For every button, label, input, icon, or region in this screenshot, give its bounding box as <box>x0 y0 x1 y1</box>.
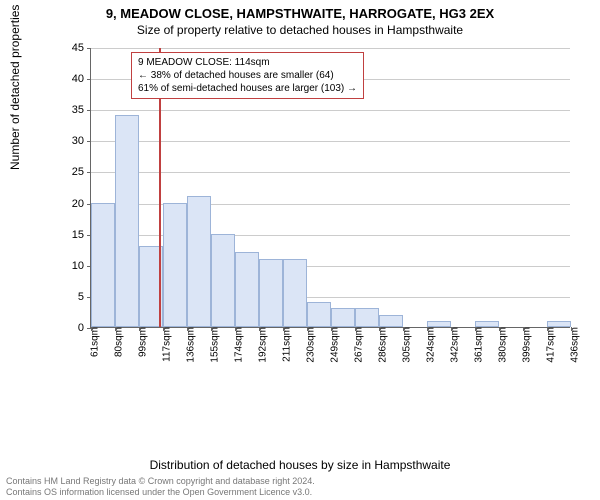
x-tick-label: 211sqm <box>278 327 293 362</box>
y-tick-mark <box>87 110 91 111</box>
x-tick-label: 192sqm <box>254 327 269 363</box>
y-tick-label: 5 <box>60 291 84 303</box>
footer-attribution: Contains HM Land Registry data © Crown c… <box>6 476 315 498</box>
x-tick-label: 249sqm <box>326 327 341 363</box>
y-tick-label: 20 <box>60 198 84 210</box>
y-tick-mark <box>87 48 91 49</box>
grid-line <box>91 110 570 111</box>
grid-line <box>91 141 570 142</box>
x-tick-label: 99sqm <box>134 327 149 357</box>
footer-line-2: Contains OS information licensed under t… <box>6 487 315 498</box>
x-tick-label: 61sqm <box>86 327 101 357</box>
y-axis-label: Number of detached properties <box>8 5 22 170</box>
histogram-bar <box>211 234 235 327</box>
grid-line <box>91 172 570 173</box>
histogram-bar <box>115 115 139 327</box>
x-tick-label: 324sqm <box>422 327 437 363</box>
y-tick-mark <box>87 141 91 142</box>
histogram-bar <box>91 203 115 327</box>
y-tick-label: 15 <box>60 229 84 241</box>
x-tick-label: 417sqm <box>542 327 557 363</box>
y-tick-mark <box>87 79 91 80</box>
histogram-bar <box>355 308 379 327</box>
chart-inner: 05101520253035404561sqm80sqm99sqm117sqm1… <box>90 48 570 328</box>
x-tick-label: 305sqm <box>398 327 413 363</box>
annotation-box: 9 MEADOW CLOSE: 114sqm← 38% of detached … <box>131 52 364 99</box>
histogram-bar <box>235 252 259 327</box>
annotation-line-1: 9 MEADOW CLOSE: 114sqm <box>138 56 357 69</box>
chart-title-main: 9, MEADOW CLOSE, HAMPSTHWAITE, HARROGATE… <box>0 0 600 21</box>
x-tick-label: 174sqm <box>230 327 245 363</box>
annotation-line-3: 61% of semi-detached houses are larger (… <box>138 82 357 95</box>
histogram-bar <box>259 259 283 327</box>
histogram-bar <box>379 315 403 327</box>
histogram-bar <box>307 302 331 327</box>
x-tick-label: 117sqm <box>158 327 173 362</box>
footer-line-1: Contains HM Land Registry data © Crown c… <box>6 476 315 487</box>
x-tick-label: 267sqm <box>350 327 365 363</box>
x-tick-label: 136sqm <box>182 327 197 363</box>
y-tick-label: 45 <box>60 42 84 54</box>
x-tick-label: 399sqm <box>518 327 533 363</box>
y-tick-label: 40 <box>60 73 84 85</box>
x-tick-label: 80sqm <box>110 327 125 357</box>
histogram-bar <box>331 308 355 327</box>
grid-line <box>91 48 570 49</box>
histogram-bar <box>187 196 211 327</box>
plot-area: 05101520253035404561sqm80sqm99sqm117sqm1… <box>60 48 570 388</box>
x-tick-label: 380sqm <box>494 327 509 363</box>
y-tick-label: 10 <box>60 260 84 272</box>
x-tick-label: 342sqm <box>446 327 461 363</box>
x-tick-label: 436sqm <box>566 327 581 363</box>
histogram-bar <box>163 203 187 327</box>
histogram-bar <box>283 259 307 327</box>
x-tick-label: 286sqm <box>374 327 389 363</box>
y-tick-label: 35 <box>60 104 84 116</box>
chart-title-sub: Size of property relative to detached ho… <box>0 21 600 37</box>
y-tick-label: 0 <box>60 322 84 334</box>
x-axis-label: Distribution of detached houses by size … <box>0 458 600 472</box>
annotation-line-2: ← 38% of detached houses are smaller (64… <box>138 69 357 82</box>
x-tick-label: 230sqm <box>302 327 317 363</box>
y-tick-label: 25 <box>60 166 84 178</box>
x-tick-label: 155sqm <box>206 327 221 363</box>
x-tick-label: 361sqm <box>470 327 485 363</box>
y-tick-label: 30 <box>60 135 84 147</box>
y-tick-mark <box>87 172 91 173</box>
